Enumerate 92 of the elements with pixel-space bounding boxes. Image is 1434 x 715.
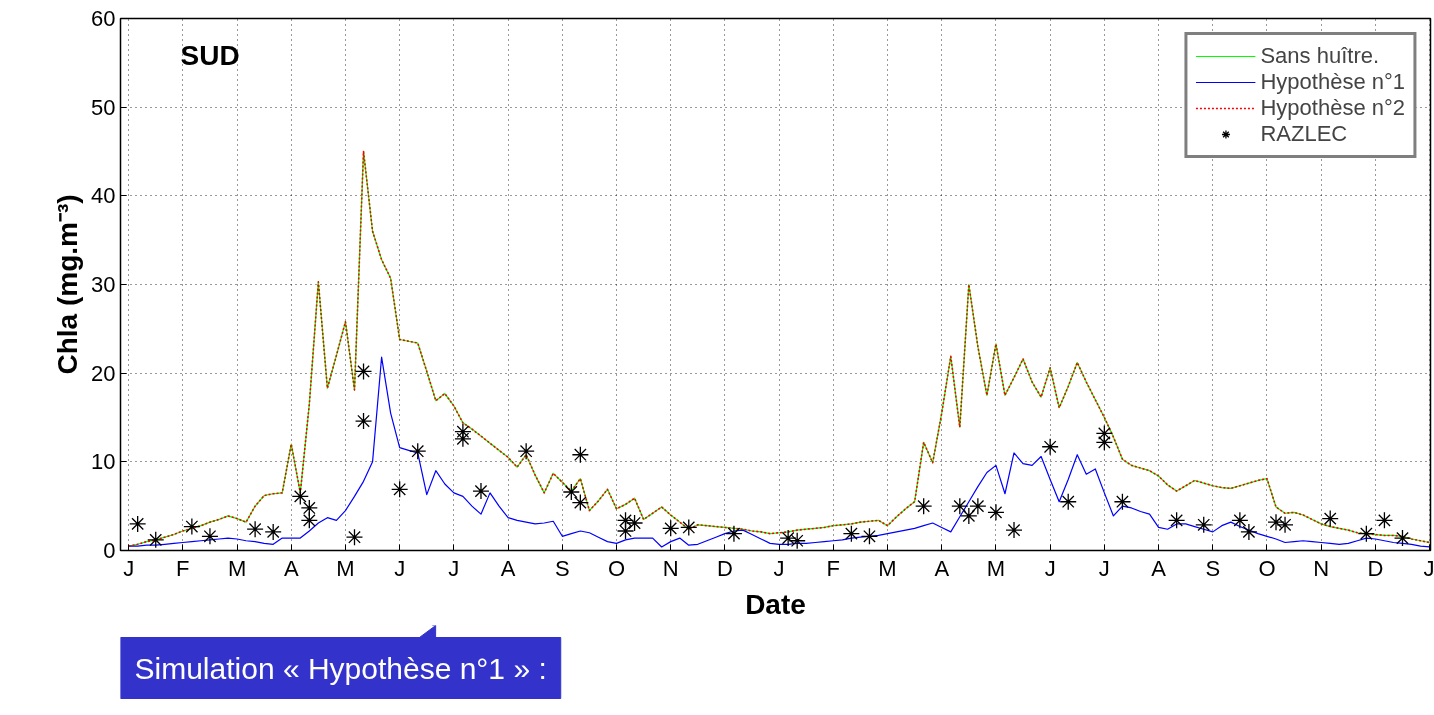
- text: Simulation « Hypothèse n°1 » :: [134, 651, 547, 685]
- x-axis-title: Date: [745, 588, 806, 620]
- point: [616, 511, 635, 529]
- x-tick-label: N: [662, 555, 679, 581]
- point: [409, 442, 427, 460]
- legend-label: Hypothèse n°2: [1260, 95, 1405, 121]
- x-tick-label: J: [1044, 555, 1056, 581]
- point: [1005, 521, 1023, 539]
- point: [860, 527, 879, 545]
- point: [1059, 493, 1077, 511]
- legend-label: RAZLEC: [1260, 121, 1348, 147]
- point: [300, 511, 318, 529]
- point: [1267, 513, 1285, 531]
- legend-label: Hypothèse n°1: [1260, 69, 1405, 95]
- point: [779, 529, 797, 547]
- point: [562, 483, 580, 501]
- x-tick-label: F: [176, 555, 190, 581]
- point: [969, 497, 987, 515]
- point: [1095, 424, 1114, 443]
- y-tick-label: 40: [91, 183, 116, 209]
- y-tick-label: 20: [91, 360, 116, 386]
- point: [1231, 511, 1249, 529]
- point: [1393, 529, 1412, 547]
- point: [960, 507, 978, 525]
- point: [616, 522, 635, 540]
- point: [1321, 509, 1339, 528]
- x-tick-label: J: [773, 555, 785, 581]
- point: [354, 362, 373, 381]
- point: [1167, 511, 1186, 529]
- point: [1113, 493, 1132, 511]
- x-tick-label: J: [1423, 555, 1434, 581]
- point: [788, 532, 806, 550]
- x-tick-label: F: [826, 555, 841, 581]
- x-tick-label: M: [227, 555, 247, 581]
- x-tick-label: A: [1151, 555, 1167, 581]
- y-tick-label: 50: [91, 94, 116, 120]
- x-tick-label: A: [283, 555, 299, 581]
- point: [300, 499, 318, 517]
- point: [391, 480, 409, 498]
- x-tick-label: S: [1205, 555, 1221, 581]
- point: [1375, 511, 1394, 529]
- x-tick-label: M: [878, 555, 897, 581]
- x-tick-label: D: [1367, 555, 1384, 581]
- x-tick-label: J: [123, 555, 135, 581]
- point: [662, 519, 680, 537]
- y-tick-label: 60: [91, 6, 116, 31]
- point: [680, 518, 698, 537]
- point: [1357, 525, 1376, 543]
- point: [915, 497, 933, 515]
- x-tick-label: O: [1258, 555, 1276, 581]
- point: [472, 482, 490, 500]
- x-tick-label: A: [500, 555, 516, 581]
- point: [129, 515, 147, 533]
- x-tick-label: J: [394, 555, 406, 581]
- y-tick-label: 0: [103, 538, 116, 563]
- x-tick-label: M: [986, 555, 1006, 581]
- point: [1041, 438, 1059, 456]
- point: [842, 525, 861, 543]
- point: [571, 446, 590, 464]
- point: [725, 525, 743, 543]
- point: [1195, 516, 1213, 534]
- point: [454, 430, 472, 448]
- x-tick-label: J: [1098, 555, 1110, 581]
- point: [1240, 523, 1258, 541]
- x-tick-label: S: [554, 555, 570, 581]
- x-tick-label: M: [336, 555, 355, 581]
- x-tick-label: A: [934, 555, 950, 581]
- x-tick-label: N: [1313, 555, 1330, 581]
- point: [517, 442, 535, 460]
- y-axis-title: Chla (mg.m⁻³): [52, 194, 84, 375]
- y-tick-label: 30: [91, 272, 116, 297]
- point: [264, 523, 282, 541]
- point: [951, 497, 969, 515]
- point: [625, 514, 644, 532]
- point: [183, 517, 201, 536]
- point: [987, 503, 1005, 522]
- legend-label: Sans huître.: [1260, 43, 1380, 69]
- point: [246, 520, 264, 538]
- x-tick-label: O: [607, 555, 626, 581]
- y-tick-label: 10: [91, 449, 116, 475]
- line-series: [128, 356, 1431, 548]
- x-tick-label: D: [716, 555, 733, 581]
- point: [201, 527, 219, 545]
- point: [345, 528, 364, 546]
- text: SUD: [180, 39, 240, 71]
- point: [354, 412, 373, 430]
- point: [571, 493, 590, 512]
- x-tick-label: J: [448, 555, 460, 581]
- point: [291, 487, 309, 506]
- point: [1095, 433, 1114, 451]
- point: [1276, 516, 1294, 534]
- point: [147, 531, 165, 549]
